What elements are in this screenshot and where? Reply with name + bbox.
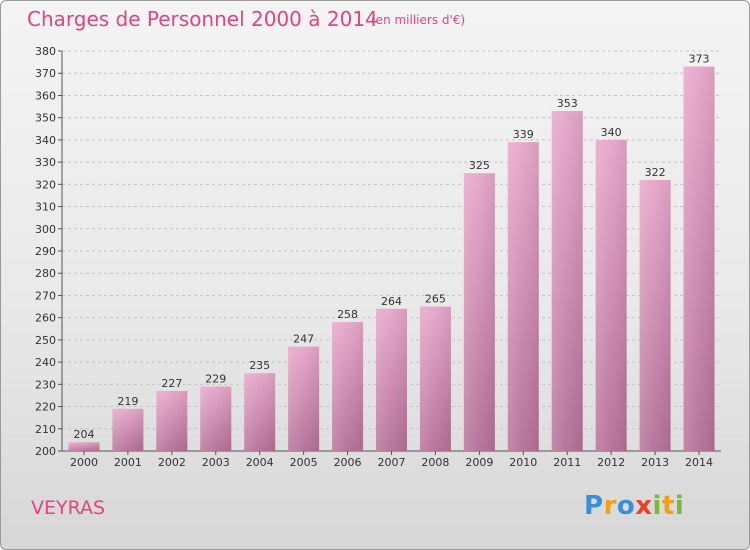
y-tick-label: 230 [35,378,56,391]
bar-shine [683,66,715,452]
x-tick-label: 2010 [509,456,537,469]
y-tick-label: 330 [35,156,56,169]
y-tick-label: 310 [35,201,56,214]
bar-shine [244,373,276,451]
y-tick-label: 290 [35,245,56,258]
bar-shine [200,386,232,451]
x-tick-label: 2003 [202,456,230,469]
bar-shine [156,391,188,451]
data-label: 219 [117,395,138,408]
x-tick-label: 2008 [421,456,449,469]
logo-letter: r [603,491,617,521]
data-label: 227 [161,377,182,390]
y-tick-label: 280 [35,267,56,280]
bar-shine [507,142,539,451]
labels: 200 210 220 230 240 250 260 270 280 290 300 310 320 3… [35,45,713,469]
bar-shine [288,346,320,451]
bar-shine [68,442,100,451]
data-label: 264 [381,295,402,308]
data-label: 373 [689,53,710,66]
y-tick-label: 300 [35,223,56,236]
chart-title: Charges de Personnel 2000 à 2014 [27,7,378,31]
bars [68,66,715,452]
data-label: 229 [205,373,226,386]
x-tick-label: 2004 [246,456,274,469]
x-tick-label: 2014 [685,456,713,469]
x-tick-label: 2013 [641,456,669,469]
data-label: 322 [645,166,666,179]
x-tick-label: 2007 [378,456,406,469]
logo-letter: t [661,491,675,521]
bar-shine [595,139,627,451]
y-tick-label: 270 [35,289,56,302]
bar-shine [639,179,671,451]
x-tick-label: 2000 [70,456,98,469]
data-label: 340 [601,126,622,139]
y-tick-label: 220 [35,401,56,414]
y-tick-label: 200 [35,445,56,458]
data-label: 204 [73,428,94,441]
y-tick-label: 260 [35,312,56,325]
logo-letter: i [674,491,685,521]
x-tick-label: 2012 [597,456,625,469]
data-label: 247 [293,333,314,346]
x-tick-label: 2011 [553,456,581,469]
commune-name: VEYRAS [31,497,106,519]
y-tick-label: 350 [35,112,56,125]
bar-shine [419,306,451,451]
y-tick-label: 240 [35,356,56,369]
y-tick-label: 360 [35,89,56,102]
data-label: 325 [469,159,490,172]
bar-shine [332,322,364,451]
data-label: 339 [513,128,534,141]
y-tick-label: 210 [35,423,56,436]
logo-letter: P [584,491,604,521]
bar-shine [112,408,144,451]
logo-letter: x [635,491,653,521]
x-tick-label: 2005 [290,456,318,469]
bar-shine [551,111,583,451]
y-tick-label: 320 [35,178,56,191]
bar-shine [463,173,495,451]
logo-letter: i [652,491,662,521]
x-tick-label: 2009 [465,456,493,469]
x-tick-label: 2001 [114,456,142,469]
x-tick-label: 2006 [334,456,362,469]
x-tick-label: 2002 [158,456,186,469]
proxiti-logo: Proxiti [584,491,684,521]
y-tick-label: 250 [35,334,56,347]
data-label: 353 [557,97,578,110]
bar-shine [376,308,407,451]
data-label: 235 [249,359,270,372]
data-label: 258 [337,308,358,321]
chart-subtitle: (en milliers d'€) [371,13,466,27]
y-tick-label: 370 [35,67,56,80]
y-tick-label: 340 [35,134,56,147]
logo-letter: o [616,491,636,521]
y-tick-label: 380 [35,45,56,58]
data-label: 265 [425,293,446,306]
